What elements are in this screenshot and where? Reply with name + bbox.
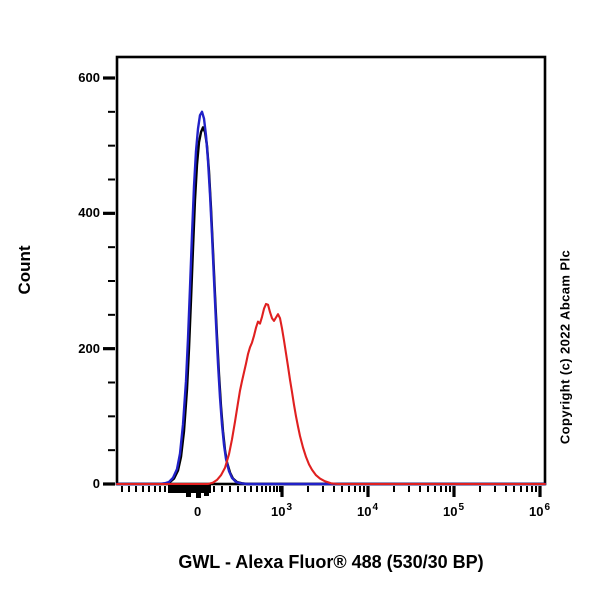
y-tick-label: 0: [92, 476, 100, 491]
control-blue-curve: [115, 110, 547, 486]
y-tick-label: 600: [78, 70, 100, 85]
sample-red-curve: [115, 302, 547, 486]
x-tick-base: 10: [528, 504, 544, 519]
zero-region-tick-nub: [196, 485, 201, 498]
x-tick-label: 0: [194, 504, 201, 519]
x-tick-exponent: 6: [544, 502, 551, 513]
copyright-text: Copyright (c) 2022 Abcam Plc: [557, 249, 573, 445]
x-tick-base: 0: [194, 504, 202, 519]
x-tick-label: 106: [528, 502, 551, 519]
zero-region-tick-nub: [186, 485, 191, 497]
y-tick-label: 200: [78, 340, 100, 356]
x-axis-title: GWL - Alexa Fluor® 488 (530/30 BP): [178, 552, 484, 572]
plot-frame: [115, 55, 547, 486]
x-tick-base: 10: [442, 504, 458, 519]
x-tick-exponent: 3: [286, 502, 293, 513]
x-tick-exponent: 5: [458, 502, 465, 513]
x-tick-label: 105: [442, 502, 465, 519]
x-tick-label: 104: [356, 502, 379, 519]
x-tick-label: 103: [270, 502, 293, 519]
x-tick-exponent: 4: [372, 502, 379, 513]
x-tick-base: 10: [356, 504, 372, 519]
x-tick-base: 10: [270, 504, 286, 519]
y-axis-title: Count: [15, 245, 34, 295]
y-tick-label: 400: [78, 205, 100, 221]
zero-region-tick-nub: [204, 485, 209, 496]
